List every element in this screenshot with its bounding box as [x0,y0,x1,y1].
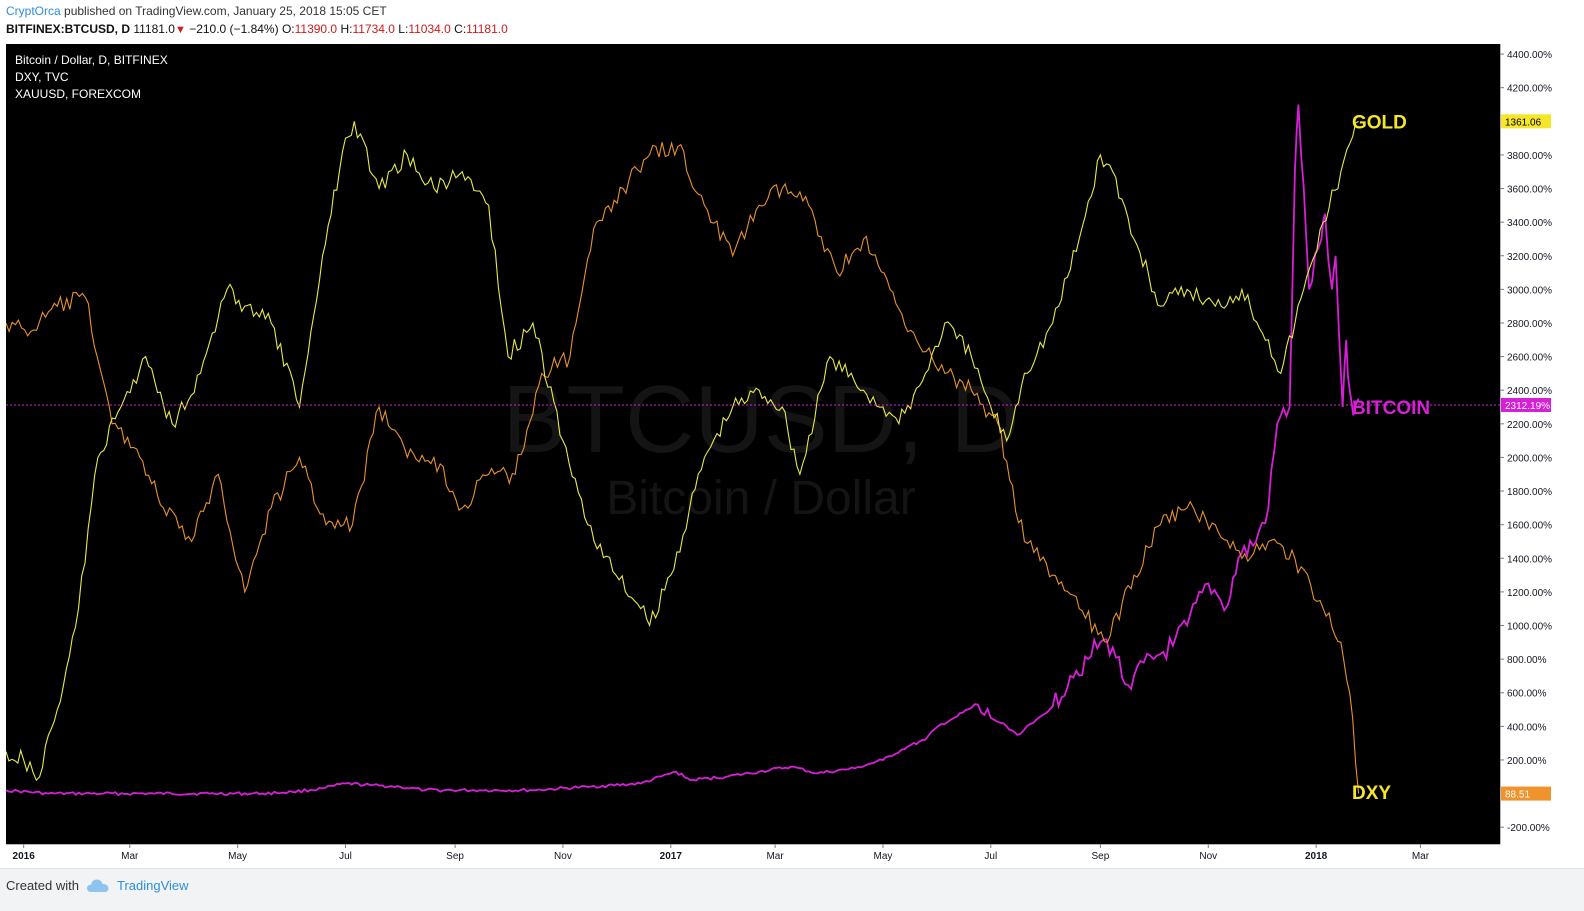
tradingview-link[interactable]: TradingView [116,878,189,893]
x-tick-label: Mar [1412,851,1430,862]
y-tick-label: 1400.00% [1507,554,1552,565]
y-tick-label: 2800.00% [1507,319,1552,330]
high-label: H: [340,22,353,36]
series-layer [5,104,1360,797]
y-tick-label: 400.00% [1507,722,1547,733]
y-tick-label: 3400.00% [1507,218,1552,229]
low-value: 11034.0 [408,22,451,36]
y-tick-label: 800.00% [1507,655,1547,666]
ohlc-line: BITFINEX:BTCUSD, D 11181.0▼ −210.0 (−1.8… [6,22,508,36]
y-tick-label: 3200.00% [1507,252,1552,263]
y-tick-label: 600.00% [1507,689,1547,700]
footer-bar: Created with TradingView [0,868,1584,911]
open-label: O: [281,22,295,36]
low-label: L: [398,22,409,36]
x-tick-label: Nov [554,851,572,862]
x-tick-label: May [228,851,247,862]
watermark-name: Bitcoin / Dollar [606,472,915,525]
x-tick-label: Sep [1092,851,1110,862]
close-value: 11181.0 [466,22,508,36]
x-tick-label: Mar [121,851,139,862]
legend-gold[interactable]: XAUUSD, FOREXCOM [15,87,141,101]
price-tags: 1361.06 2312.19% 88.51 [1501,114,1551,801]
watermark-symbol: BTCUSD, D [502,366,1019,473]
annotation-dxy: DXY [1352,783,1391,804]
x-tick-label: 2016 [13,851,36,862]
x-axis-panel[interactable] [6,844,1500,864]
price-change: −210.0 (−1.84%) [189,22,279,36]
high-value: 11734.0 [352,22,395,36]
x-tick-label: Jul [984,851,997,862]
watermark: BTCUSD, D Bitcoin / Dollar [502,366,1019,525]
created-with-text: Created with [6,878,79,893]
y-tick-label: 2000.00% [1507,453,1552,464]
y-tick-label: 1000.00% [1507,622,1552,633]
x-tick-label: Sep [446,851,464,862]
y-tick-label: 3800.00% [1507,151,1552,162]
chart-container[interactable]: BTCUSD, D Bitcoin / Dollar Bitcoin / Dol… [5,44,1564,864]
plot-background[interactable] [6,44,1500,844]
x-tick-label: Mar [766,851,784,862]
open-value: 11390.0 [294,22,338,36]
annotation-gold: GOLD [1352,112,1407,133]
author-link[interactable]: CryptOrca [6,4,61,18]
x-tick-label: May [873,851,892,862]
x-axis: 2016 Mar May Jul Sep Nov 2017 Mar May Jul Sep Nov 20… [13,844,1430,862]
published-text: published on TradingView.com, January 25… [64,4,387,18]
last-price: 11181.0 [133,22,175,36]
y-tick-label: 4200.00% [1507,84,1552,95]
down-arrow-icon: ▼ [174,24,186,36]
y-axis-panel[interactable] [1500,44,1564,844]
legend: Bitcoin / Dollar, D, BITFINEX DXY, TVC X… [15,53,168,101]
publish-header: CryptOrca published on TradingView.com, … [0,0,1584,44]
y-tick-label: 2200.00% [1507,420,1552,431]
legend-dxy[interactable]: DXY, TVC [15,70,69,84]
price-tag-label: 1361.06 [1505,117,1542,128]
symbol-label: BITFINEX:BTCUSD, D [6,22,130,36]
price-tag-xauusd [1501,114,1551,129]
close-label: C: [454,22,467,36]
legend-bitcoin[interactable]: Bitcoin / Dollar, D, BITFINEX [15,53,168,67]
y-axis: 4400.00% 4200.00% 3800.00% 3600.00% 3400.00%… [1500,50,1552,834]
x-tick-label: 2018 [1305,851,1328,862]
y-tick-label: 3600.00% [1507,185,1552,196]
created-with: Created with TradingView [6,878,189,893]
price-chart[interactable]: BTCUSD, D Bitcoin / Dollar Bitcoin / Dol… [5,44,1564,864]
publish-line: CryptOrca published on TradingView.com, … [6,4,387,18]
tradingview-cloud-icon [86,879,109,892]
y-tick-label: 3000.00% [1507,285,1552,296]
y-tick-label: 1200.00% [1507,588,1552,599]
x-tick-label: Jul [339,851,352,862]
price-tag-label: 2312.19% [1505,401,1550,412]
price-tag-btcusd [1501,398,1551,413]
y-tick-label: 1800.00% [1507,487,1552,498]
y-tick-label: -200.00% [1507,823,1550,834]
y-tick-label: 2600.00% [1507,353,1552,364]
annotation-bitcoin: BITCOIN [1352,398,1430,419]
y-tick-label: 4400.00% [1507,50,1552,61]
series-line-dxy[interactable] [5,141,1360,794]
x-tick-label: Nov [1199,851,1217,862]
series-line-gold[interactable] [5,120,1359,782]
y-tick-label: 200.00% [1507,756,1547,767]
y-tick-label: 1600.00% [1507,521,1552,532]
price-tag-label: 88.51 [1505,790,1530,801]
y-tick-label: 2400.00% [1507,386,1552,397]
annotations: GOLD BITCOIN DXY [1352,112,1430,804]
series-line-bitcoin[interactable] [5,104,1360,797]
price-tag-dxy [1501,786,1551,801]
x-tick-label: 2017 [660,851,683,862]
